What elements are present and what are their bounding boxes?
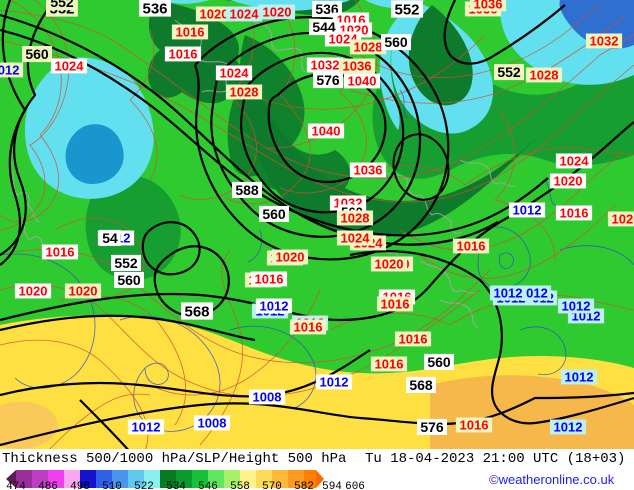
svg-text:1032: 1032 (311, 58, 340, 73)
svg-text:1012: 1012 (562, 299, 591, 314)
svg-text:1016: 1016 (46, 245, 75, 260)
svg-text:576: 576 (316, 72, 340, 88)
svg-text:1012: 1012 (513, 203, 542, 218)
svg-text:1016: 1016 (381, 297, 410, 312)
svg-text:1008: 1008 (198, 416, 227, 431)
svg-text:1028: 1028 (230, 85, 259, 100)
svg-text:1024: 1024 (55, 59, 85, 74)
svg-text:552: 552 (50, 0, 74, 10)
svg-text:1040: 1040 (348, 74, 377, 89)
svg-text:1024: 1024 (560, 154, 590, 169)
svg-text:1028: 1028 (530, 68, 559, 83)
svg-text:1016: 1016 (560, 206, 589, 221)
svg-text:1020: 1020 (200, 7, 229, 22)
svg-text:1012: 1012 (0, 63, 19, 78)
svg-text:1020: 1020 (263, 5, 292, 20)
svg-text:1016: 1016 (460, 418, 489, 433)
svg-text:1036: 1036 (343, 59, 372, 74)
svg-text:552: 552 (114, 255, 138, 271)
svg-text:560: 560 (25, 46, 49, 62)
svg-text:1012: 1012 (554, 420, 583, 435)
svg-text:1016: 1016 (255, 272, 284, 287)
svg-text:588: 588 (235, 182, 259, 198)
svg-text:1016: 1016 (294, 320, 323, 335)
svg-text:546: 546 (198, 481, 218, 489)
svg-text:486: 486 (38, 481, 58, 489)
svg-text:1016: 1016 (457, 239, 486, 254)
svg-text:1020: 1020 (19, 284, 48, 299)
svg-text:1012: 1012 (565, 370, 594, 385)
svg-text:568: 568 (409, 377, 433, 393)
svg-text:1024: 1024 (341, 231, 371, 246)
svg-text:510: 510 (102, 481, 122, 489)
svg-text:1020: 1020 (612, 212, 634, 227)
svg-text:1012: 1012 (320, 375, 349, 390)
svg-text:474: 474 (6, 481, 26, 489)
svg-text:1020: 1020 (276, 250, 305, 265)
svg-text:552: 552 (497, 64, 521, 80)
svg-text:1012: 1012 (260, 299, 289, 314)
svg-text:560: 560 (117, 272, 141, 288)
svg-text:568: 568 (184, 303, 209, 320)
svg-text:576: 576 (420, 419, 444, 435)
svg-text:560: 560 (384, 34, 408, 50)
svg-text:54: 54 (102, 230, 118, 246)
svg-text:534: 534 (166, 481, 186, 489)
svg-text:1016: 1016 (399, 332, 428, 347)
svg-text:570: 570 (262, 481, 282, 489)
svg-text:1028: 1028 (354, 40, 383, 55)
svg-text:522: 522 (134, 481, 154, 489)
svg-text:1016: 1016 (176, 25, 205, 40)
svg-text:1008: 1008 (253, 390, 282, 405)
svg-text:1020: 1020 (554, 174, 583, 189)
svg-text:1040: 1040 (312, 124, 341, 139)
svg-text:1036: 1036 (354, 163, 383, 178)
svg-text:560: 560 (427, 354, 451, 370)
svg-text:1024: 1024 (220, 66, 250, 81)
svg-text:1024: 1024 (230, 7, 260, 22)
svg-text:536: 536 (142, 0, 167, 17)
svg-text:498: 498 (70, 481, 90, 489)
svg-text:1016: 1016 (169, 47, 198, 62)
svg-text:1020: 1020 (69, 284, 98, 299)
svg-text:558: 558 (230, 481, 250, 489)
svg-text:1036: 1036 (474, 0, 503, 12)
svg-text:582: 582 (294, 481, 314, 489)
svg-text:1012: 1012 (494, 286, 523, 301)
svg-text:594: 594 (322, 481, 342, 489)
svg-text:1016: 1016 (375, 357, 404, 372)
svg-text:1012: 1012 (132, 420, 161, 435)
svg-text:1020: 1020 (375, 257, 404, 272)
svg-text:1028: 1028 (341, 211, 370, 226)
svg-text:1032: 1032 (590, 34, 619, 49)
svg-text:012: 012 (526, 286, 548, 301)
svg-text:560: 560 (262, 206, 286, 222)
svg-text:552: 552 (394, 1, 419, 18)
svg-text:606: 606 (345, 481, 365, 489)
